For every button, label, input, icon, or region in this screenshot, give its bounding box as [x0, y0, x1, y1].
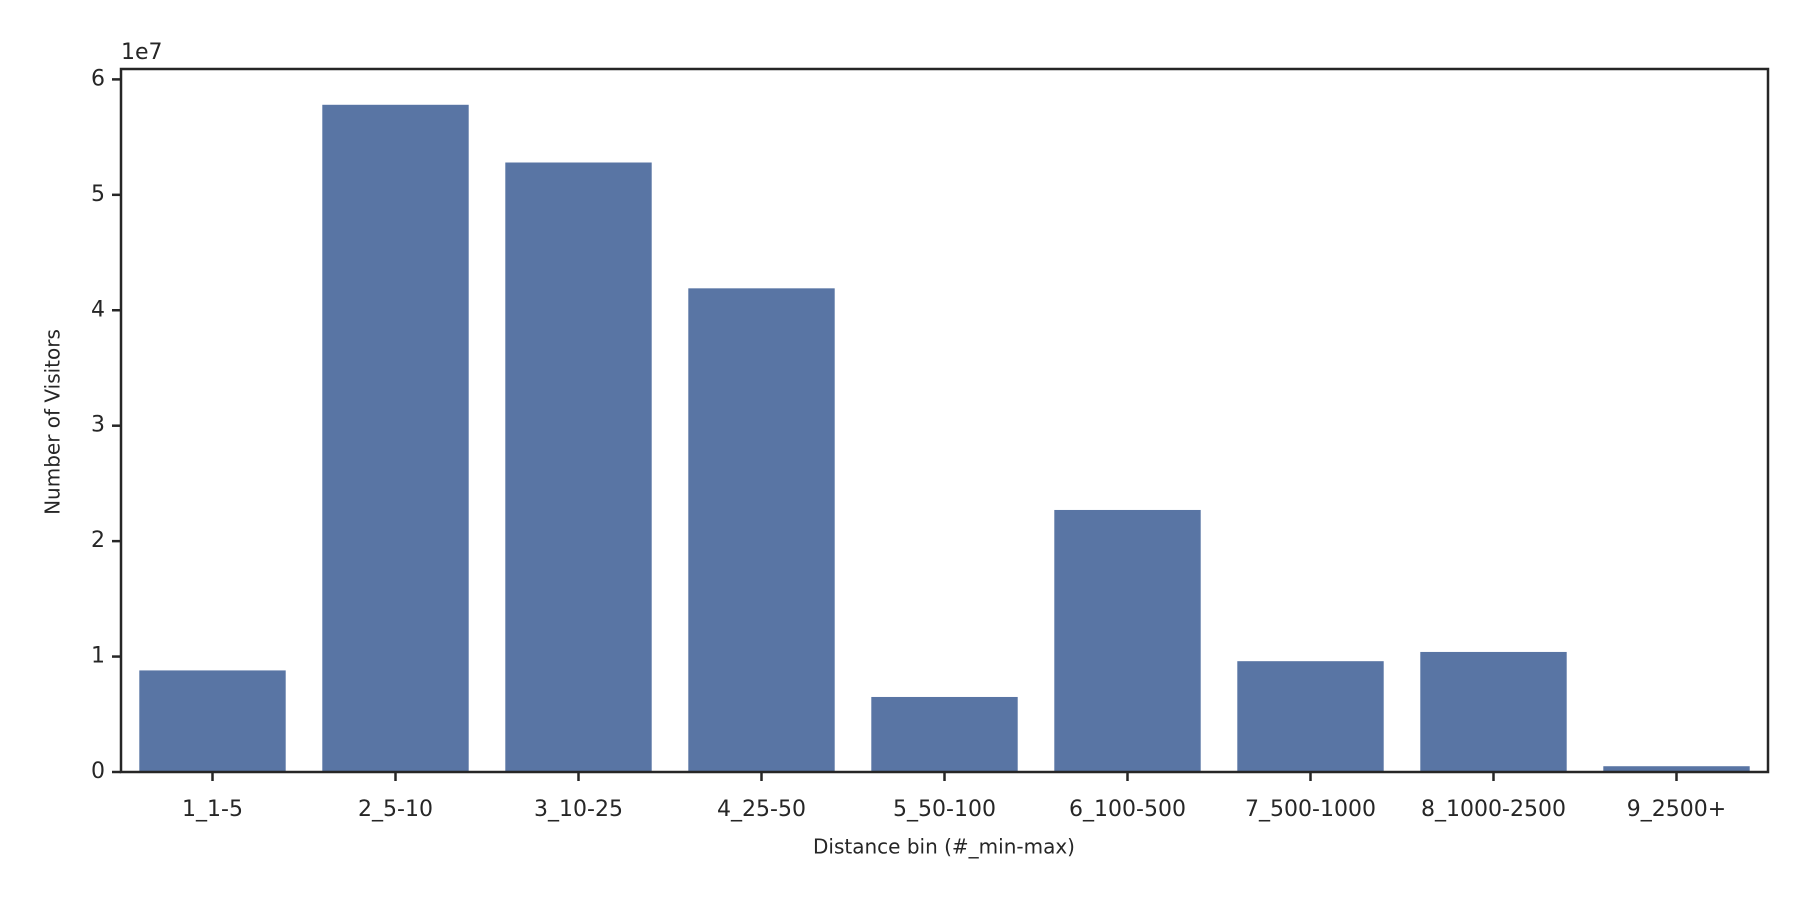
bar	[322, 104, 469, 772]
y-tick-label: 1	[91, 644, 105, 669]
y-tick-label: 0	[91, 759, 105, 784]
bar	[139, 670, 286, 772]
bar	[1603, 766, 1750, 772]
x-tick-label: 1_1-5	[182, 797, 243, 822]
x-tick-label: 2_5-10	[358, 797, 433, 822]
x-tick-label: 3_10-25	[534, 797, 623, 822]
y-tick-label: 3	[91, 413, 105, 438]
bar	[1420, 651, 1567, 772]
y-tick-label: 5	[91, 182, 105, 207]
bar	[871, 696, 1018, 772]
x-tick-label: 4_25-50	[717, 797, 806, 822]
bar	[1237, 661, 1384, 772]
bar	[505, 162, 652, 773]
x-tick-label: 8_1000-2500	[1421, 797, 1566, 822]
y-tick-label: 6	[91, 66, 105, 91]
y-tick-label: 4	[91, 297, 105, 322]
x-tick-label: 5_50-100	[893, 797, 996, 822]
y-tick-label: 2	[91, 528, 105, 553]
bar	[1054, 509, 1201, 772]
plot-frame	[119, 67, 1770, 774]
x-tick-label: 7_500-1000	[1245, 797, 1376, 822]
x-tick-label: 9_2500+	[1627, 797, 1726, 822]
bar	[688, 288, 835, 772]
y-axis-label: Number of Visitors	[41, 329, 65, 515]
x-tick-label: 6_100-500	[1069, 797, 1186, 822]
y-scale-label: 1e7	[121, 40, 163, 65]
x-axis-label: Distance bin (#_min-max)	[813, 835, 1075, 859]
